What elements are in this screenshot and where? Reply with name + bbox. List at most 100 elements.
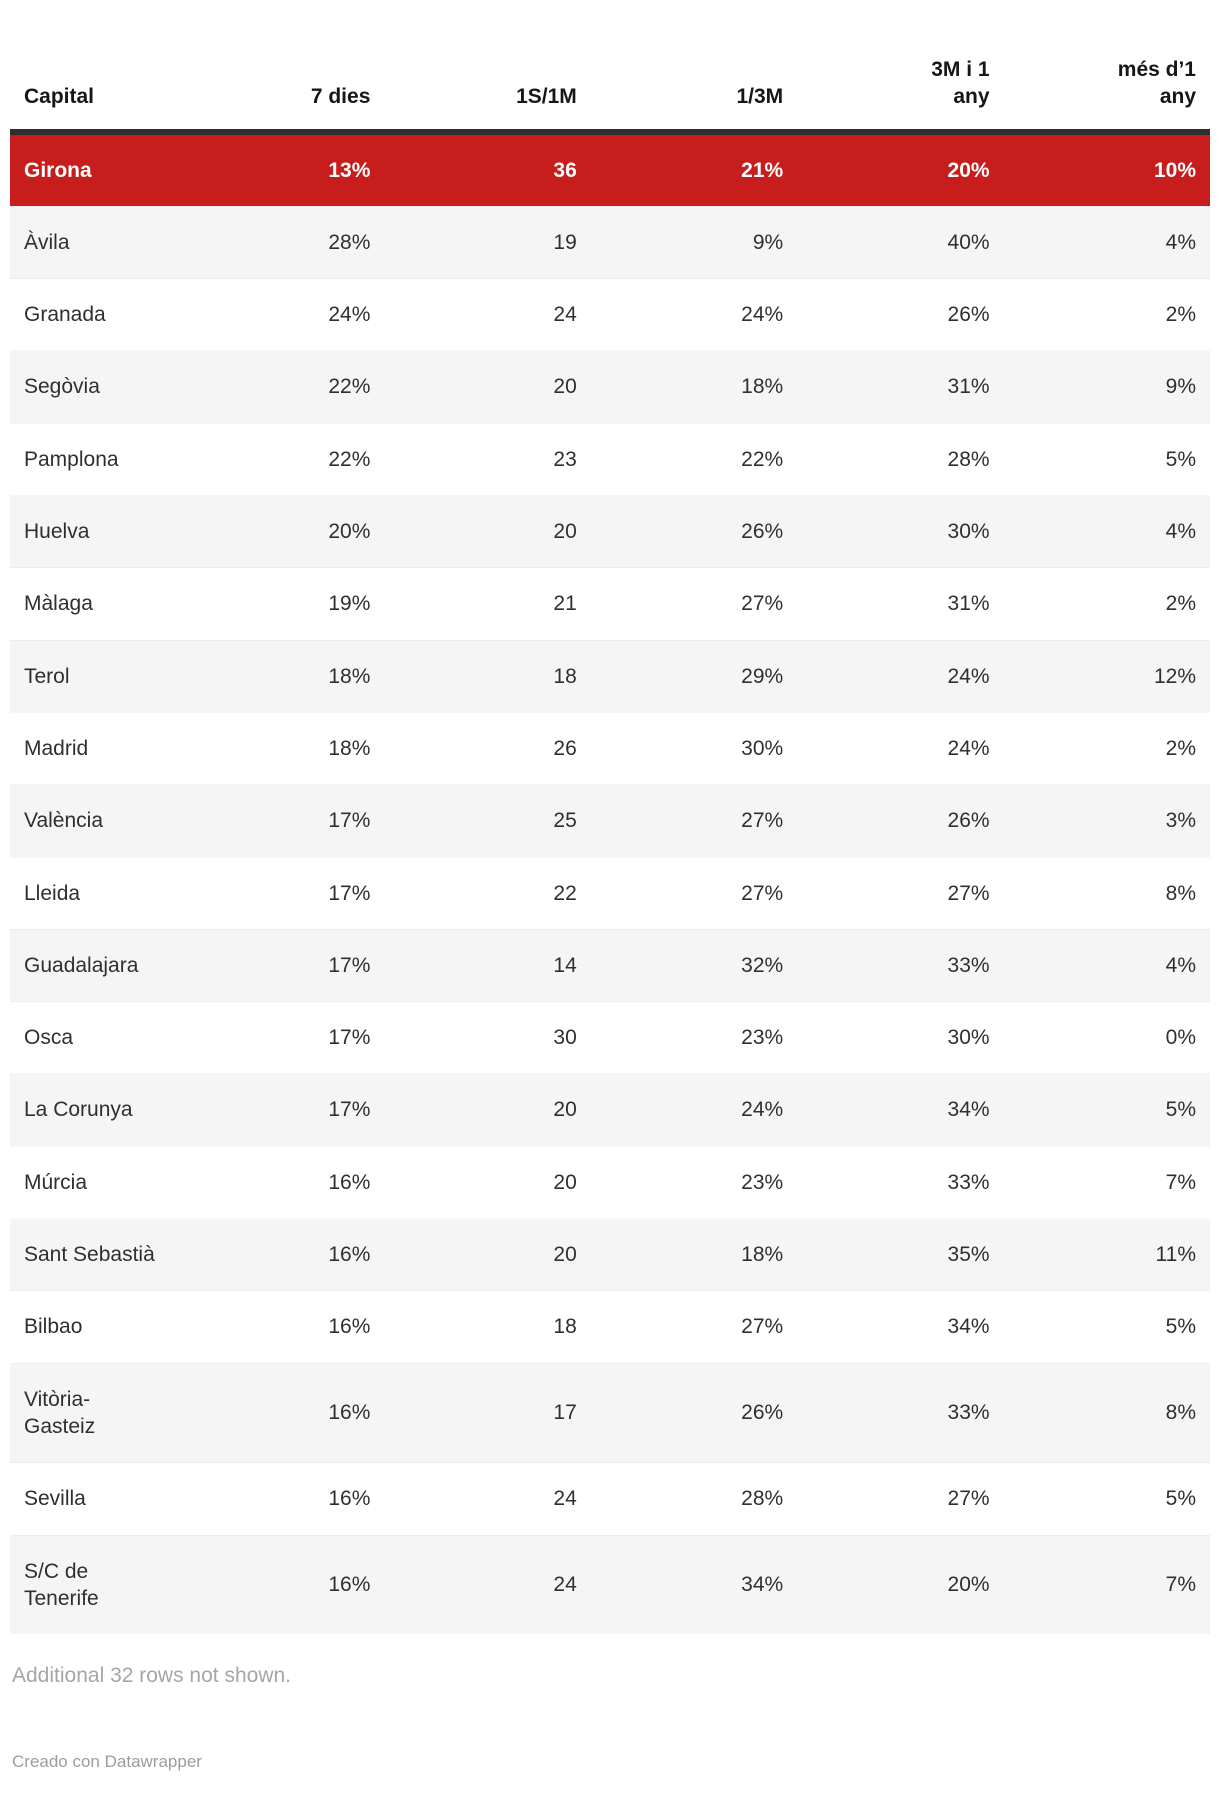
table-row: Vitòria- Gasteiz 16% 17 26% 33% 8% [10, 1363, 1210, 1463]
capital-cell: Múrcia [24, 1170, 88, 1194]
value-cell: 36 [553, 158, 577, 182]
value-cell: 9% [1165, 375, 1196, 399]
value-cell: 18% [741, 1243, 784, 1267]
value-cell: 19 [553, 230, 577, 254]
table-row: Sevilla 16% 24 28% 27% 5% [10, 1462, 1210, 1536]
table-row: Màlaga 19% 21 27% 31% 2% [10, 567, 1210, 641]
value-cell: 20 [553, 1170, 577, 1194]
value-cell: 7% [1165, 1573, 1196, 1597]
table-row: Granada 24% 24 24% 26% 2% [10, 278, 1210, 351]
value-cell: 16% [328, 1315, 371, 1339]
table-row: Guadalajara 17% 14 32% 33% 4% [10, 929, 1210, 1002]
value-cell: 27% [741, 881, 784, 905]
table-body: Girona 13% 36 21% 20% 10% Àvila 28% 19 9% 40% 4% Gra… [10, 131, 1210, 1635]
value-cell: 22% [328, 447, 371, 471]
value-cell: 14 [553, 953, 577, 977]
table-row: Bilbao 16% 18 27% 34% 5% [10, 1290, 1210, 1364]
table-row: S/C de Tenerife 16% 24 34% 20% 7% [10, 1535, 1210, 1635]
table-row: Terol 18% 18 29% 24% 12% [10, 640, 1210, 713]
table-row: València 17% 25 27% 26% 3% [10, 784, 1210, 858]
value-cell: 17% [328, 1098, 371, 1122]
capital-cell: Sevilla [24, 1487, 86, 1511]
value-cell: 23% [741, 1170, 784, 1194]
capital-cell: Madrid [24, 736, 89, 760]
column-header-capital: Capital [24, 85, 95, 109]
value-cell: 8% [1165, 1401, 1196, 1425]
value-cell: 26% [741, 520, 784, 544]
value-cell: 34% [947, 1315, 990, 1339]
value-cell: 16% [328, 1573, 371, 1597]
value-cell: 32% [741, 953, 784, 977]
capital-table: Capital 7 dies 1S/1M 1/3M 3M i 1 any més d’1 … [10, 56, 1210, 1635]
value-cell: 24% [741, 303, 784, 327]
value-cell: 25 [553, 809, 577, 833]
value-cell: 35% [947, 1243, 990, 1267]
table-row: Lleida 17% 22 27% 27% 8% [10, 857, 1210, 930]
value-cell: 8% [1165, 881, 1196, 905]
value-cell: 12% [1153, 664, 1196, 688]
value-cell: 40% [947, 230, 990, 254]
value-cell: 27% [947, 1487, 990, 1511]
value-cell: 33% [947, 1401, 990, 1425]
value-cell: 23% [741, 1026, 784, 1050]
value-cell: 21% [741, 158, 784, 182]
column-header-1-3m: 1/3M [736, 85, 784, 109]
capital-cell: Sant Sebastià [24, 1243, 155, 1267]
value-cell: 30% [947, 1026, 990, 1050]
value-cell: 24% [741, 1098, 784, 1122]
value-cell: 17% [328, 1026, 371, 1050]
value-cell: 20% [947, 1573, 990, 1597]
value-cell: 27% [741, 592, 784, 616]
table-row: Segòvia 22% 20 18% 31% 9% [10, 350, 1210, 424]
capital-cell: La Corunya [24, 1098, 133, 1122]
table-row: Osca 17% 30 23% 30% 0% [10, 1001, 1210, 1074]
table-row-highlighted: Girona 13% 36 21% 20% 10% [10, 131, 1210, 207]
value-cell: 9% [752, 230, 784, 254]
capital-cell: Bilbao [24, 1315, 83, 1339]
value-cell: 16% [328, 1487, 371, 1511]
value-cell: 33% [947, 953, 990, 977]
table-row: Huelva 20% 20 26% 30% 4% [10, 495, 1210, 568]
value-cell: 11% [1155, 1243, 1196, 1267]
value-cell: 24% [947, 664, 990, 688]
value-cell: 2% [1165, 592, 1196, 616]
column-header-m-s-d-1-any: més d’1 any [1117, 58, 1196, 109]
value-cell: 3% [1165, 809, 1196, 833]
value-cell: 4% [1165, 953, 1196, 977]
value-cell: 20 [553, 1243, 577, 1267]
value-cell: 24% [328, 303, 371, 327]
value-cell: 20 [553, 375, 577, 399]
value-cell: 17% [328, 953, 371, 977]
table-row: Madrid 18% 26 30% 24% 2% [10, 712, 1210, 785]
value-cell: 24 [553, 303, 577, 327]
table-row: Sant Sebastià 16% 20 18% 35% 11% [10, 1218, 1210, 1291]
value-cell: 5% [1165, 447, 1196, 471]
value-cell: 5% [1165, 1098, 1196, 1122]
value-cell: 27% [741, 809, 784, 833]
value-cell: 18 [553, 664, 577, 688]
capital-cell: Huelva [24, 520, 90, 544]
rows-note: Additional 32 rows not shown. [12, 1664, 291, 1688]
value-cell: 17% [328, 881, 371, 905]
value-cell: 30% [947, 520, 990, 544]
value-cell: 22 [553, 881, 577, 905]
capital-cell: Vitòria- Gasteiz [24, 1387, 96, 1438]
value-cell: 19% [328, 592, 371, 616]
value-cell: 26% [947, 303, 990, 327]
value-cell: 18% [328, 736, 371, 760]
value-cell: 26% [947, 809, 990, 833]
value-cell: 28% [328, 230, 371, 254]
value-cell: 29% [741, 664, 784, 688]
capital-cell: Osca [24, 1026, 74, 1050]
value-cell: 31% [947, 375, 990, 399]
value-cell: 5% [1165, 1315, 1196, 1339]
column-header-1s-1m: 1S/1M [516, 85, 577, 109]
value-cell: 2% [1165, 736, 1196, 760]
table-header: Capital 7 dies 1S/1M 1/3M 3M i 1 any més d’1 … [10, 56, 1210, 132]
value-cell: 17 [553, 1401, 577, 1425]
value-cell: 34% [741, 1573, 784, 1597]
value-cell: 30% [741, 736, 784, 760]
capital-cell: Granada [24, 303, 106, 327]
value-cell: 28% [741, 1487, 784, 1511]
value-cell: 20% [947, 158, 990, 182]
